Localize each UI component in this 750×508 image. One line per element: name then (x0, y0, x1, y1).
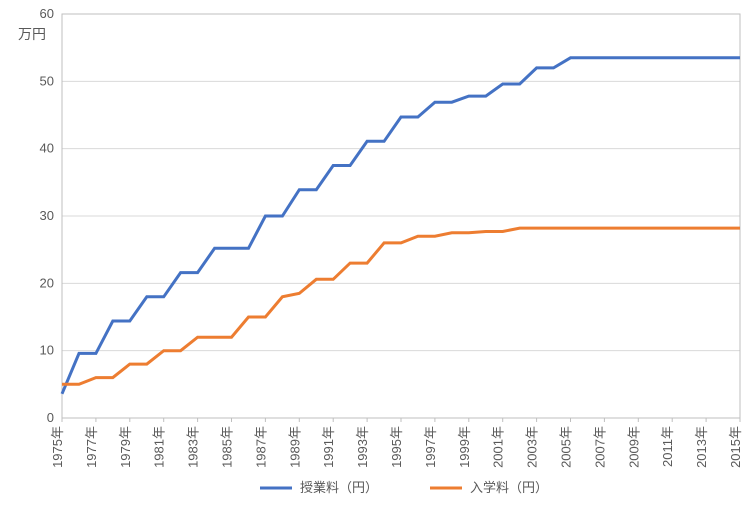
x-tick-label: 1995年 (389, 426, 404, 468)
x-tick-label: 1987年 (253, 426, 268, 468)
x-tick-label: 1989年 (287, 426, 302, 468)
y-tick-label: 30 (40, 208, 54, 223)
y-tick-label: 20 (40, 275, 54, 290)
x-tick-label: 1999年 (457, 426, 472, 468)
y-tick-label: 10 (40, 343, 54, 358)
chart-container: 0 10 20 30 40 50 60 1975年 1977年 1979年 1981年 1983年 19… (0, 0, 750, 508)
y-tick-label: 50 (40, 73, 54, 88)
x-tick-label: 2015年 (728, 426, 743, 468)
x-tick-label: 1985年 (220, 426, 235, 468)
x-tick-label: 1981年 (152, 426, 167, 468)
y-tick-label: 60 (40, 6, 54, 21)
y-axis-unit-label: 万円 (18, 24, 46, 44)
x-tick-label: 2009年 (626, 426, 641, 468)
x-tick-label: 1991年 (321, 426, 336, 468)
x-tick-label: 1993年 (355, 426, 370, 468)
y-tick-label: 0 (47, 410, 54, 425)
x-tick-label: 2007年 (592, 426, 607, 468)
x-tick-label: 1997年 (423, 426, 438, 468)
series-line-0 (62, 58, 740, 394)
line-chart: 0 10 20 30 40 50 60 1975年 1977年 1979年 1981年 1983年 19… (0, 0, 750, 508)
legend-label-0: 授業料（円） (300, 480, 378, 495)
x-tick-label: 2001年 (491, 426, 506, 468)
y-tick-label: 40 (40, 141, 54, 156)
x-tick-label: 2005年 (559, 426, 574, 468)
series-line-1 (62, 228, 740, 384)
legend-label-1: 入学料（円） (470, 480, 548, 495)
x-tick-label: 1979年 (118, 426, 133, 468)
x-tick-label: 2013年 (694, 426, 709, 468)
x-tick-label: 1977年 (84, 426, 99, 468)
x-tick-label: 2011年 (660, 426, 675, 467)
x-tick-label: 2003年 (525, 426, 540, 468)
x-tick-label: 1975年 (50, 426, 65, 468)
x-tick-label: 1983年 (186, 426, 201, 468)
